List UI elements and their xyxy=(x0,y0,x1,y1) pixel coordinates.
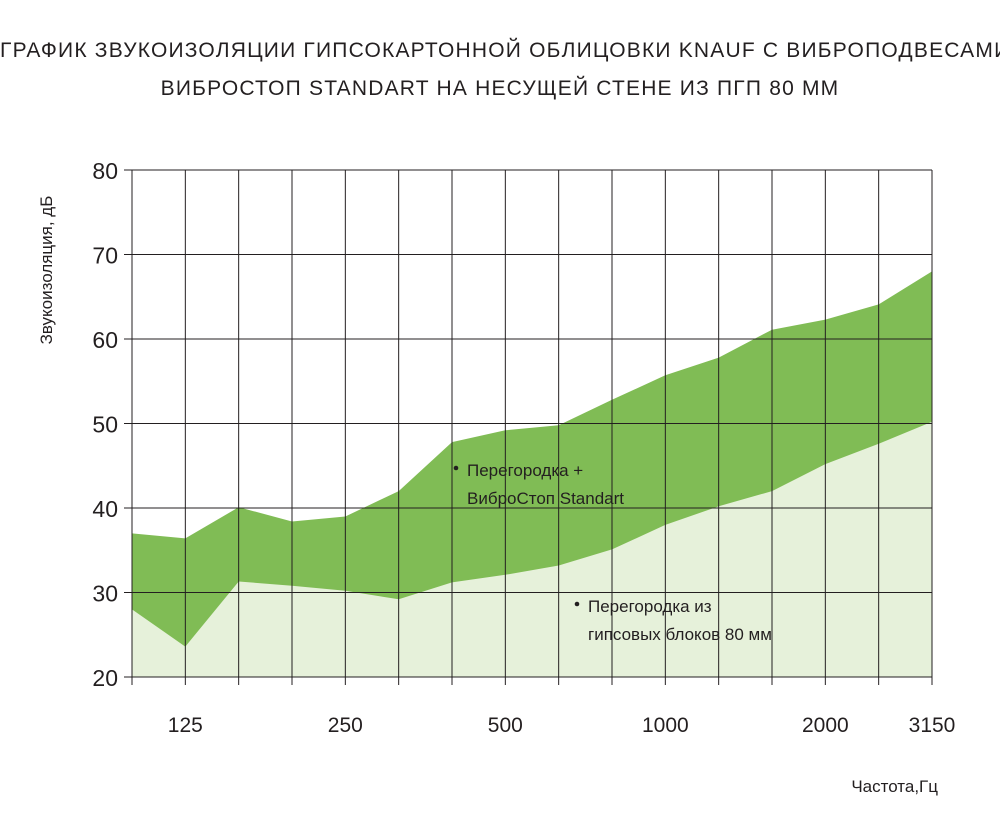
area-layer xyxy=(132,271,932,677)
series-label-bullet xyxy=(453,465,459,471)
x-tick-label: 250 xyxy=(328,714,363,737)
chart-title: ГРАФИК ЗВУКОИЗОЛЯЦИИ ГИПСОКАРТОННОЙ ОБЛИ… xyxy=(0,39,1000,62)
y-tick-label: 50 xyxy=(92,412,118,438)
x-tick-label: 1000 xyxy=(642,714,689,737)
y-tick-label: 20 xyxy=(92,665,118,691)
series-label-1-line: ВиброСтоп Standart xyxy=(467,489,624,508)
y-tick-label: 80 xyxy=(92,158,118,184)
series-area-2 xyxy=(132,421,932,677)
x-tick-label: 2000 xyxy=(802,714,849,737)
chart-subtitle: ВИБРОСТОП STANDART НА НЕСУЩЕЙ СТЕНЕ ИЗ П… xyxy=(160,77,840,100)
axes-layer xyxy=(124,169,933,685)
y-tick-label: 60 xyxy=(92,327,118,353)
series-label-2-line: Перегородка из xyxy=(588,597,712,616)
series-label-1-line: Перегородка + xyxy=(467,461,583,480)
x-tick-label: 3150 xyxy=(909,714,956,737)
x-axis-label: Частота,Гц xyxy=(851,777,938,796)
y-tick-label: 30 xyxy=(92,581,118,607)
x-tick-label: 125 xyxy=(168,714,203,737)
series-label-bullet xyxy=(574,601,580,607)
y-axis-label: Звукоизоляция, дБ xyxy=(37,196,56,345)
y-tick-label: 70 xyxy=(92,243,118,269)
grid-layer xyxy=(131,169,933,678)
x-tick-label: 500 xyxy=(488,714,523,737)
chart-title-block: ГРАФИК ЗВУКОИЗОЛЯЦИИ ГИПСОКАРТОННОЙ ОБЛИ… xyxy=(0,32,1000,108)
label-layer: 20 30 40 50 60 70 80 125 250 500 1000 2000 3150 Перег… xyxy=(92,158,955,737)
y-tick-label: 40 xyxy=(92,496,118,522)
series-label-2-line: гипсовых блоков 80 мм xyxy=(588,625,772,644)
